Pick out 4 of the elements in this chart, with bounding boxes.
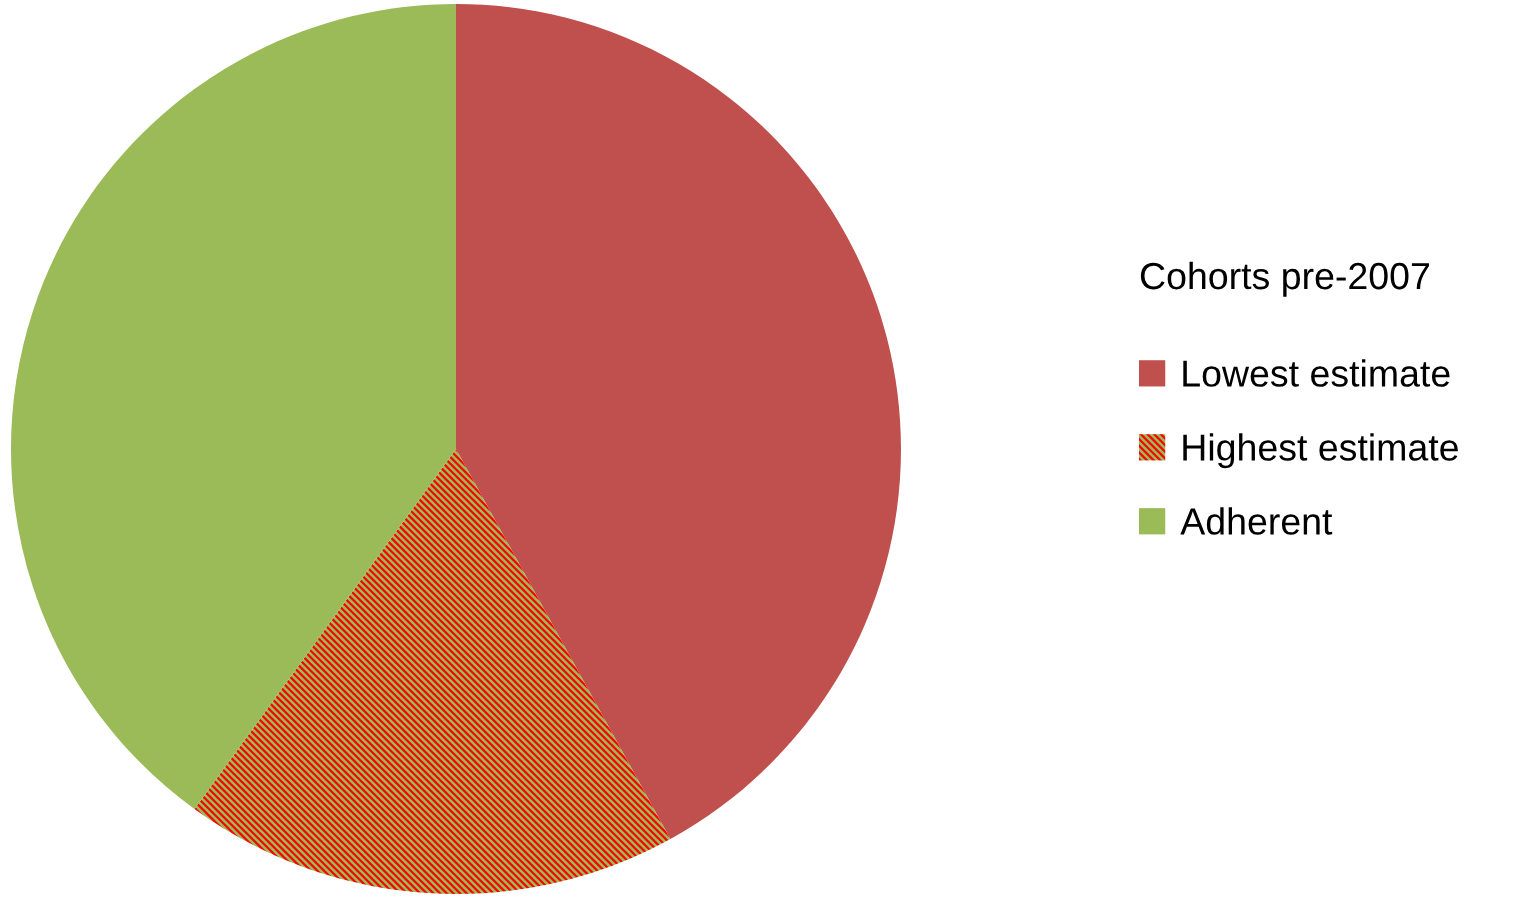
legend-title: Cohorts pre-2007 bbox=[1140, 261, 1429, 297]
legend-label: Adherent bbox=[1180, 507, 1333, 535]
legend-label: Highest estimate bbox=[1183, 433, 1458, 469]
legend-label: Lowest estimate bbox=[1183, 359, 1450, 387]
